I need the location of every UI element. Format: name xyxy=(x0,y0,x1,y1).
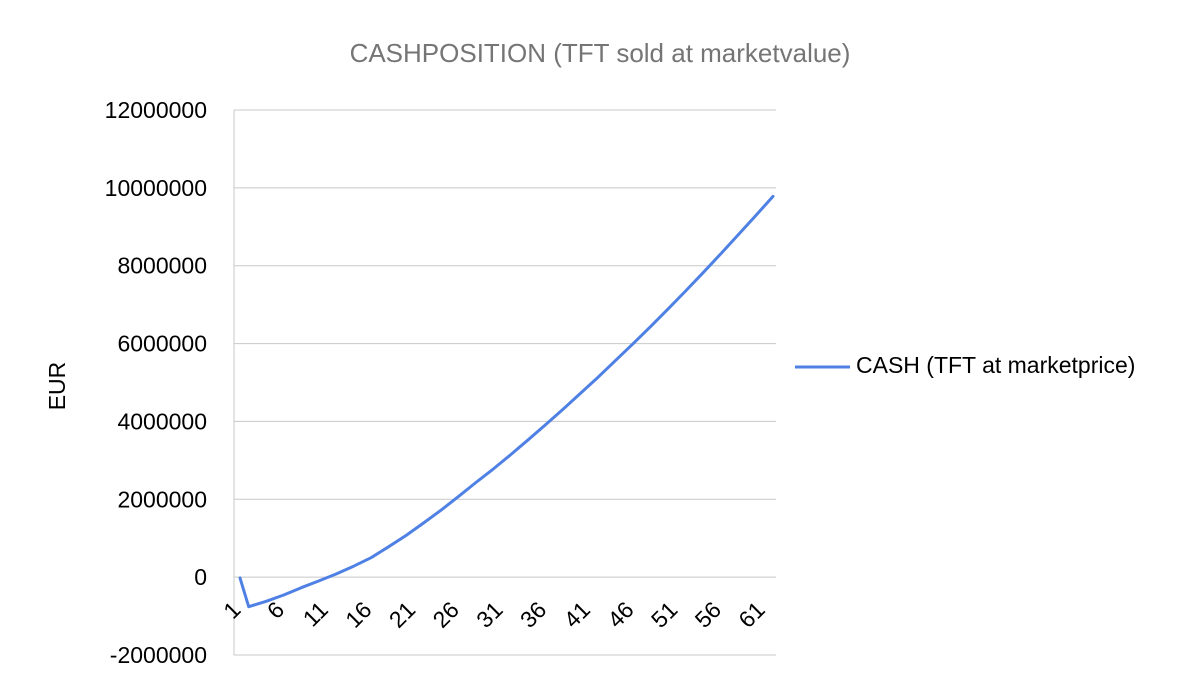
x-tick-label: 11 xyxy=(298,596,333,631)
x-axis-tick-labels: 1 6 11 16 21 26 31 36 41 46 51 56 61 xyxy=(218,596,770,632)
legend: CASH (TFT at marketprice) xyxy=(795,352,1135,378)
y-tick-label: 12000000 xyxy=(105,97,207,123)
x-tick-label: 21 xyxy=(384,596,420,632)
y-tick-label: 10000000 xyxy=(105,175,207,201)
series-lines xyxy=(238,194,775,609)
y-tick-label: 4000000 xyxy=(117,408,207,434)
y-tick-label: 8000000 xyxy=(117,253,207,279)
gridlines xyxy=(233,109,776,656)
series-line-0 xyxy=(238,194,775,609)
y-tick-label: 6000000 xyxy=(117,331,207,357)
y-axis-title: EUR xyxy=(44,362,70,411)
x-tick-label: 16 xyxy=(340,596,376,632)
x-tick-label: 36 xyxy=(515,596,551,632)
y-tick-label: 0 xyxy=(194,564,207,590)
x-tick-label: 41 xyxy=(559,596,595,632)
x-tick-label: 26 xyxy=(427,596,463,632)
x-tick-label: 61 xyxy=(733,596,769,632)
x-tick-label: 56 xyxy=(690,596,726,632)
y-tick-label: -2000000 xyxy=(110,642,207,668)
legend-label-cash: CASH (TFT at marketprice) xyxy=(856,352,1135,378)
x-tick-label: 46 xyxy=(602,596,638,632)
x-tick-label: 51 xyxy=(646,596,682,632)
x-tick-label: 31 xyxy=(471,596,507,632)
y-tick-label: 2000000 xyxy=(117,486,207,512)
x-tick-label: 1 xyxy=(218,596,245,623)
chart-title: CASHPOSITION (TFT sold at marketvalue) xyxy=(350,38,851,68)
y-axis-tick-labels: -2000000 0 2000000 4000000 6000000 8000000 100… xyxy=(105,97,207,668)
